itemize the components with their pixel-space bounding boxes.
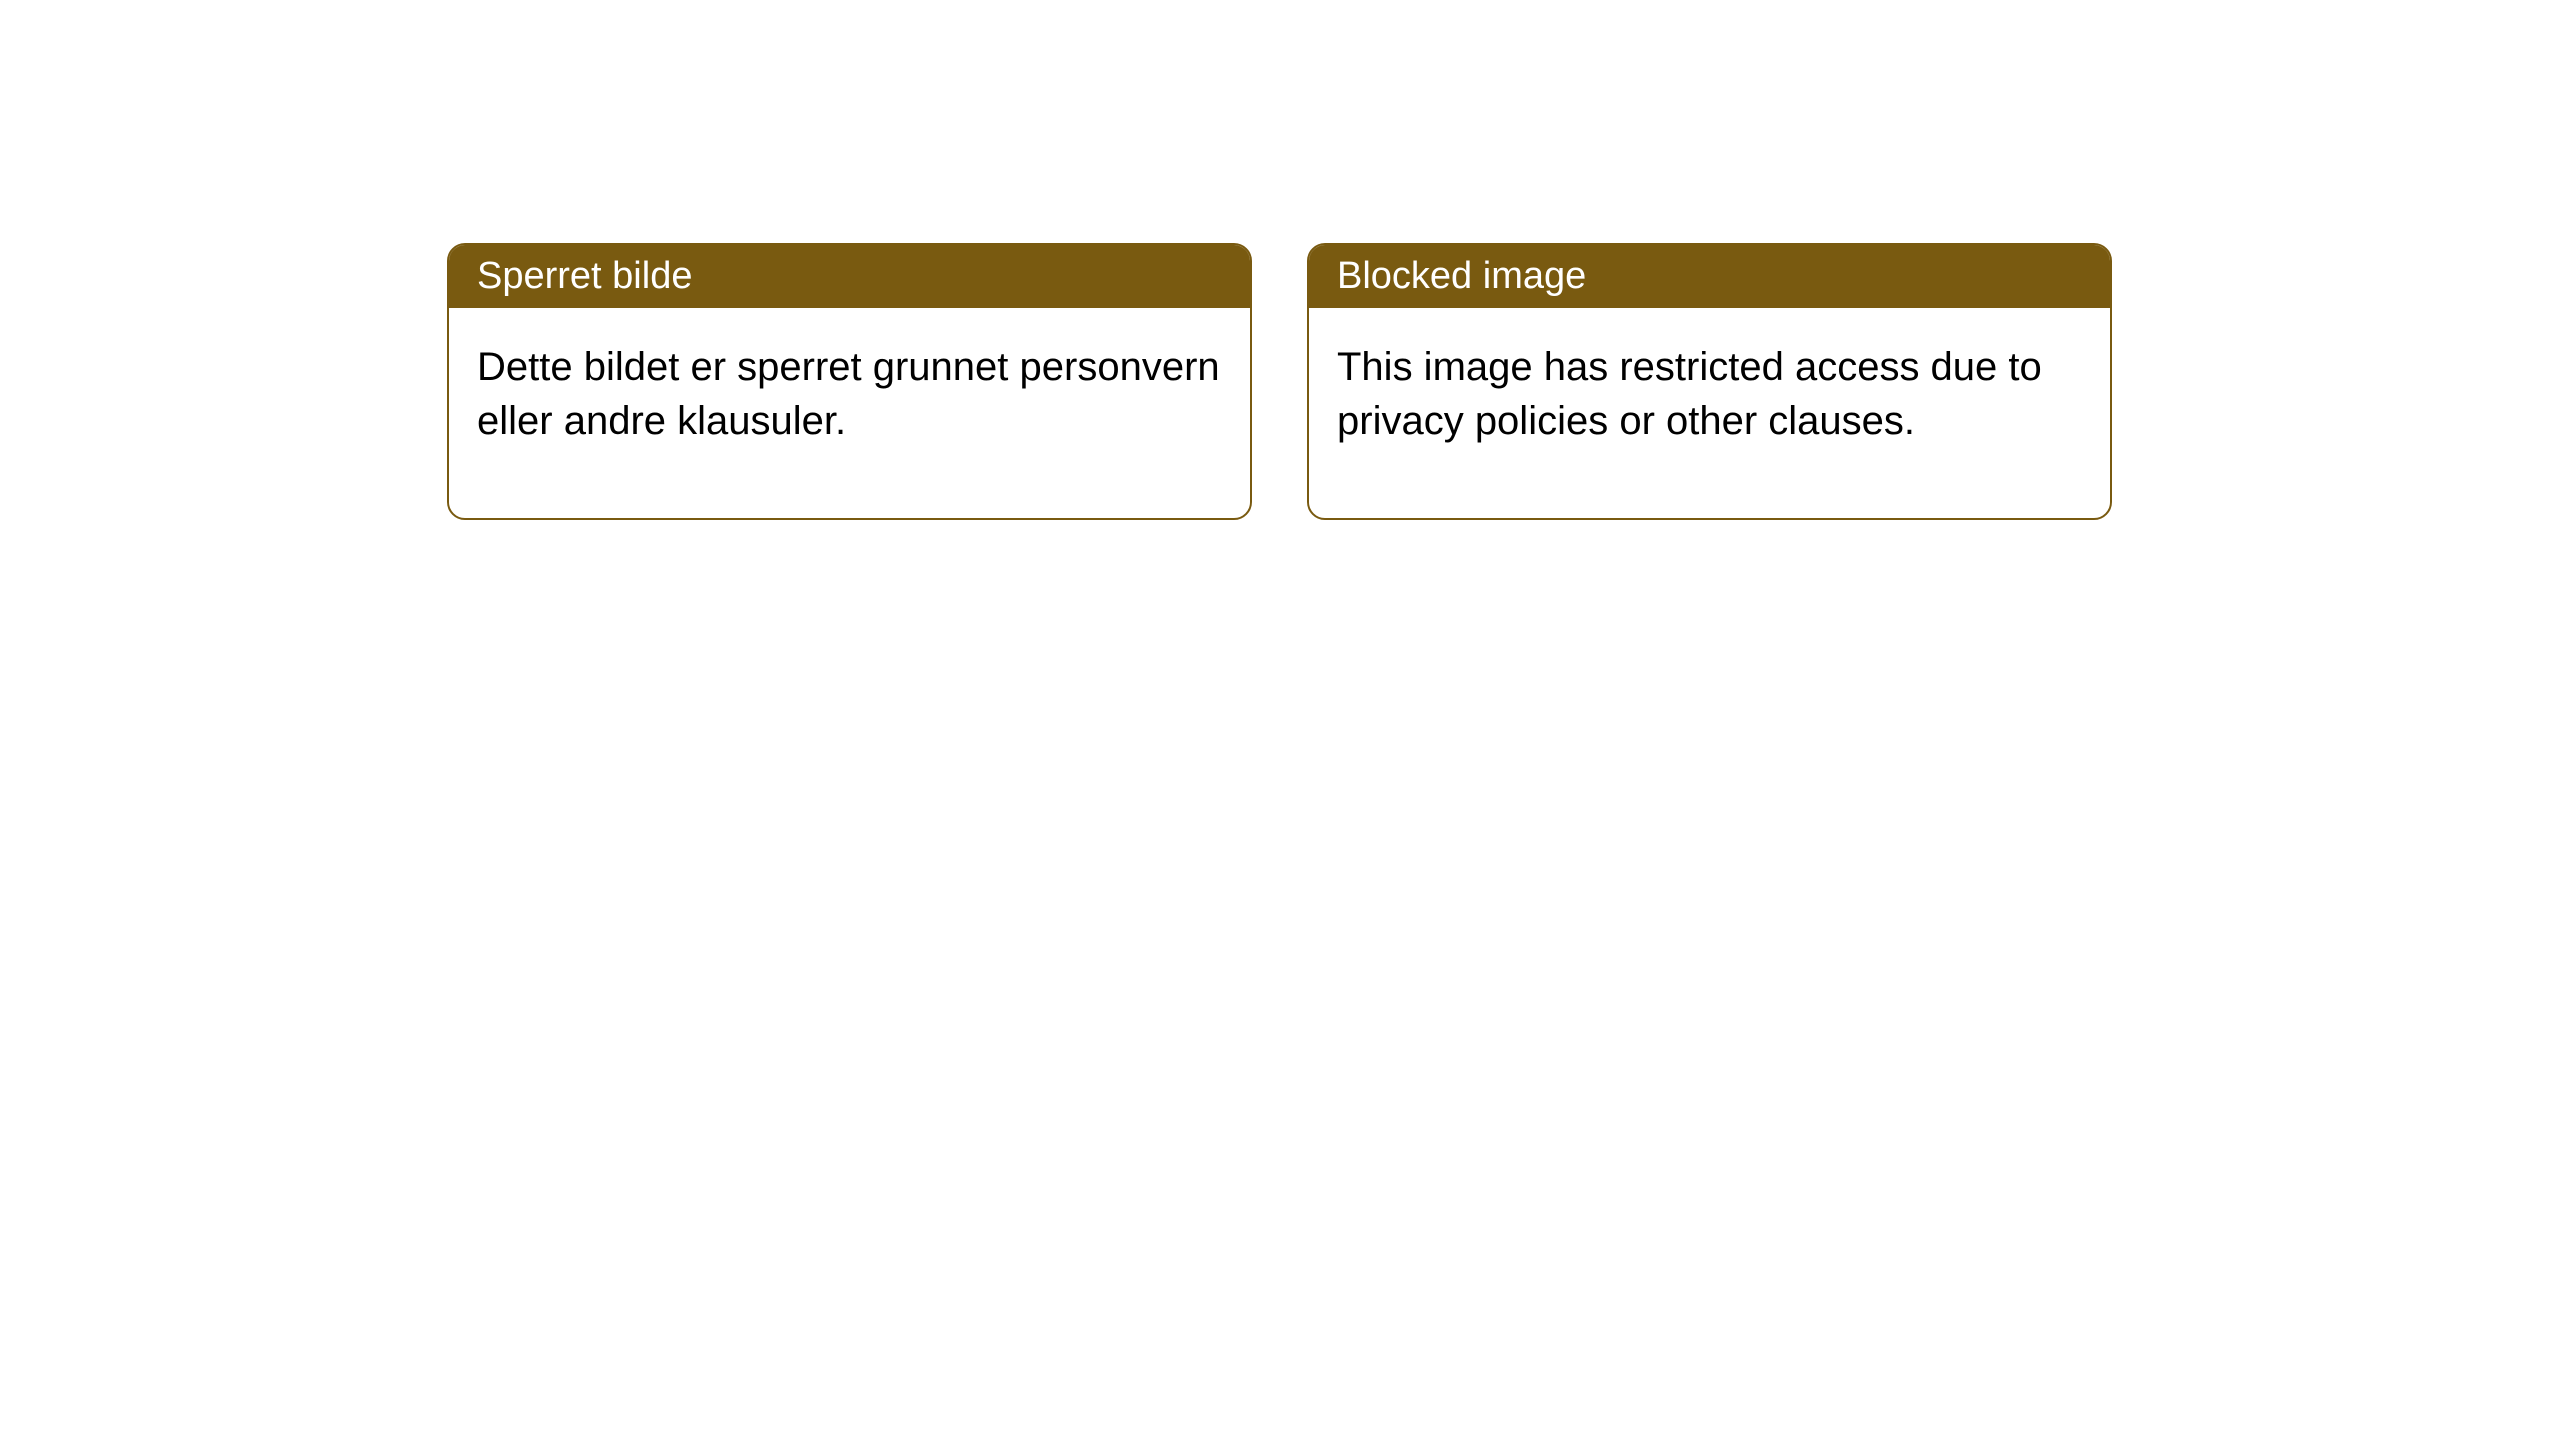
notice-body: This image has restricted access due to …: [1309, 308, 2110, 518]
notice-container: Sperret bilde Dette bildet er sperret gr…: [447, 243, 2112, 520]
notice-title: Sperret bilde: [477, 255, 692, 297]
notice-body: Dette bildet er sperret grunnet personve…: [449, 308, 1250, 518]
notice-title: Blocked image: [1337, 255, 1586, 297]
notice-card-norwegian: Sperret bilde Dette bildet er sperret gr…: [447, 243, 1252, 520]
notice-header: Blocked image: [1309, 245, 2110, 308]
notice-header: Sperret bilde: [449, 245, 1250, 308]
notice-body-text: Dette bildet er sperret grunnet personve…: [477, 345, 1220, 443]
notice-body-text: This image has restricted access due to …: [1337, 345, 2042, 443]
notice-card-english: Blocked image This image has restricted …: [1307, 243, 2112, 520]
